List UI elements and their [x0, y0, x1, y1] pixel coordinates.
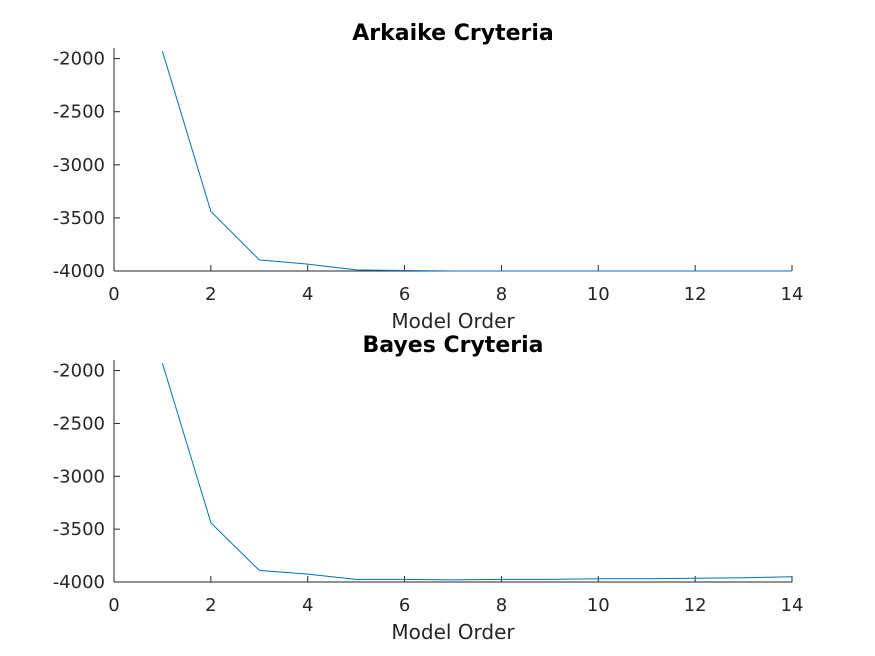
x-tick-label: 10	[587, 284, 610, 305]
series-line	[161, 51, 792, 272]
y-tick-label: -2500	[53, 102, 105, 123]
x-tick-label: 12	[684, 284, 707, 305]
y-tick-label: -2000	[53, 361, 105, 382]
x-axis-label: Model Order	[391, 620, 515, 644]
x-tick-label: 14	[781, 284, 804, 305]
y-tick-label: -4000	[53, 572, 105, 593]
x-tick-label: 0	[108, 595, 119, 616]
x-tick-label: 0	[108, 284, 119, 305]
y-tick-label: -3500	[53, 519, 105, 540]
y-tick-label: -3000	[53, 155, 105, 176]
x-tick-label: 12	[684, 595, 707, 616]
x-tick-label: 10	[587, 595, 610, 616]
chart-title: Bayes Cryteria	[363, 333, 544, 358]
x-tick-label: 8	[496, 595, 507, 616]
x-tick-label: 2	[205, 595, 216, 616]
series-line	[161, 363, 793, 581]
y-tick-label: -3000	[53, 466, 105, 487]
subplot-bayes: Bayes Cryteria Model Order 0 2 4 6 8 10 12 14 -2…	[53, 333, 804, 644]
x-tick-label: 4	[302, 595, 313, 616]
x-tick-label: 4	[302, 284, 313, 305]
y-tick-label: -4000	[53, 261, 105, 282]
subplot-akaike: Arkaike Cryteria Model Order 0 2 4 6 8 10 12 14…	[53, 21, 804, 333]
chart-title: Arkaike Cryteria	[352, 21, 554, 46]
x-tick-label: 2	[205, 284, 216, 305]
y-tick-label: -2500	[53, 413, 105, 434]
y-tick-label: -2000	[53, 49, 105, 70]
x-tick-label: 6	[399, 284, 410, 305]
x-axis-label: Model Order	[391, 309, 515, 333]
y-tick-label: -3500	[53, 208, 105, 229]
x-tick-label: 8	[496, 284, 507, 305]
x-tick-label: 6	[399, 595, 410, 616]
x-tick-label: 14	[781, 595, 804, 616]
